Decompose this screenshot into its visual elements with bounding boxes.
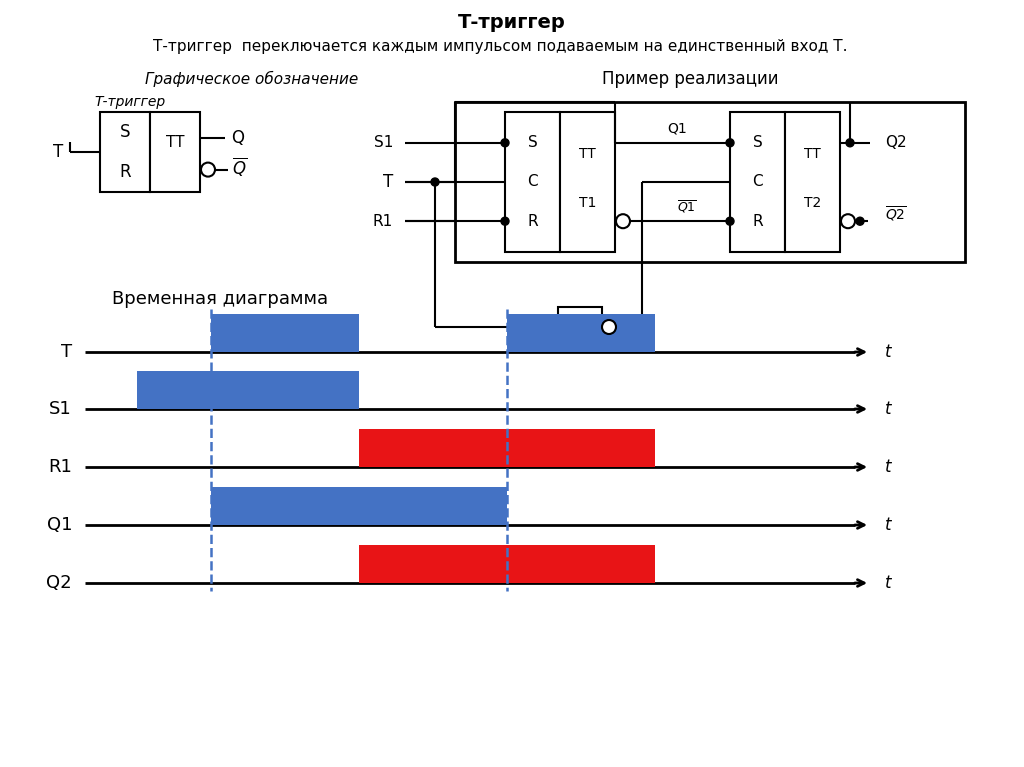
Text: T: T	[60, 343, 72, 361]
Text: Графическое обозначение: Графическое обозначение	[145, 71, 358, 87]
Text: C: C	[527, 175, 538, 189]
Circle shape	[501, 217, 509, 225]
Circle shape	[726, 139, 734, 146]
Bar	[150, 112, 200, 192]
Bar	[211, 314, 359, 352]
Text: R: R	[527, 214, 538, 229]
Text: t: t	[885, 516, 892, 534]
Text: TT: TT	[166, 135, 184, 150]
Text: 1: 1	[575, 320, 585, 334]
Text: Т-триггер  переключается каждым импульсом подаваемым на единственный вход Т.: Т-триггер переключается каждым импульсом…	[153, 39, 847, 54]
Text: T: T	[53, 143, 63, 161]
Text: Q1: Q1	[46, 516, 72, 534]
Text: T: T	[383, 173, 393, 191]
Bar	[730, 112, 785, 252]
Text: Т-триггер: Т-триггер	[94, 95, 166, 109]
Bar	[785, 112, 840, 252]
Circle shape	[841, 214, 855, 229]
Text: Т-триггер: Т-триггер	[458, 12, 566, 31]
Text: R1: R1	[48, 458, 72, 476]
Text: t: t	[885, 400, 892, 418]
Text: S: S	[527, 135, 538, 150]
Text: R: R	[119, 163, 131, 181]
Text: TT: TT	[580, 147, 596, 161]
Text: Q2: Q2	[885, 135, 906, 150]
Circle shape	[616, 214, 630, 229]
Text: S: S	[120, 123, 130, 141]
Text: Временная диаграмма: Временная диаграмма	[112, 290, 328, 308]
Bar	[211, 487, 507, 525]
Circle shape	[501, 139, 509, 146]
Text: Q1: Q1	[668, 122, 687, 136]
Text: Q2: Q2	[46, 574, 72, 592]
Text: $\overline{Q}$: $\overline{Q}$	[232, 155, 248, 178]
Circle shape	[201, 163, 215, 176]
Text: t: t	[885, 458, 892, 476]
Circle shape	[602, 320, 616, 334]
Text: R1: R1	[373, 214, 393, 229]
Circle shape	[856, 217, 864, 225]
Text: T2: T2	[804, 196, 821, 210]
Circle shape	[726, 217, 734, 225]
Bar	[560, 112, 615, 252]
Text: C: C	[753, 175, 763, 189]
Text: S1: S1	[374, 135, 393, 150]
Circle shape	[431, 178, 439, 186]
Bar	[558, 307, 602, 347]
Text: Пример реализации: Пример реализации	[602, 70, 778, 88]
Circle shape	[846, 139, 854, 146]
Text: Q: Q	[231, 129, 245, 146]
Bar	[455, 102, 965, 262]
Bar	[359, 429, 655, 467]
Text: T1: T1	[579, 196, 596, 210]
Text: $\overline{Q2}$: $\overline{Q2}$	[885, 205, 906, 224]
Bar	[359, 545, 655, 583]
Bar	[100, 112, 150, 192]
Bar	[137, 371, 359, 409]
Text: R: R	[753, 214, 763, 229]
Text: TT: TT	[804, 147, 821, 161]
Text: $\overline{Q1}$: $\overline{Q1}$	[677, 199, 697, 216]
Text: t: t	[885, 343, 892, 361]
Text: t: t	[885, 574, 892, 592]
Bar	[507, 314, 655, 352]
Text: S: S	[753, 135, 763, 150]
Text: S1: S1	[49, 400, 72, 418]
Bar	[505, 112, 560, 252]
